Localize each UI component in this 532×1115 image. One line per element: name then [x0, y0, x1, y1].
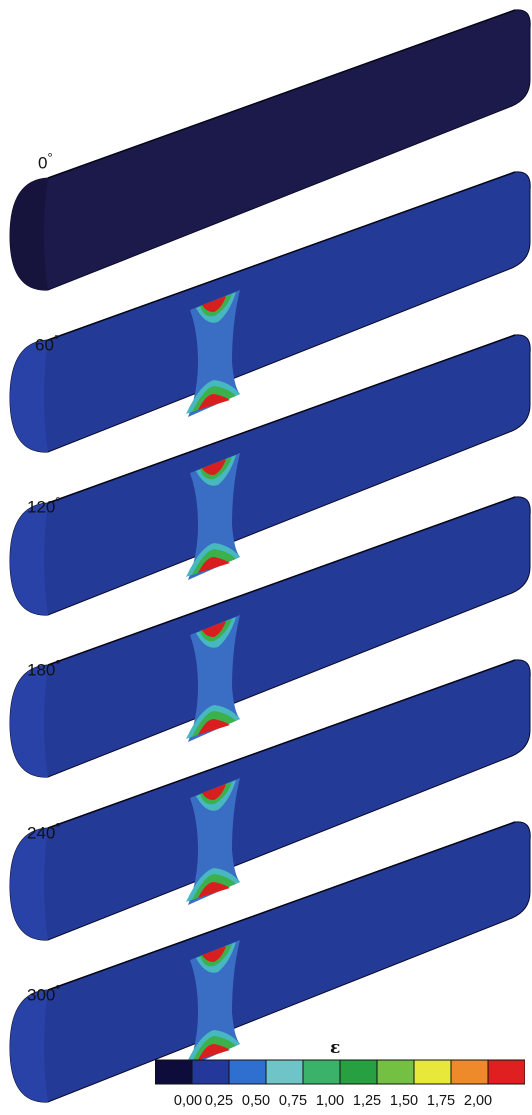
rod-4 — [9, 659, 531, 941]
strain-band — [186, 615, 240, 742]
angle-label-120: 120° — [27, 494, 61, 518]
legend-symbol: ε — [330, 1038, 341, 1058]
colorbar-tick-label: 1,25 — [352, 1093, 382, 1109]
band-top-red — [202, 296, 226, 312]
rod-edge — [47, 334, 516, 504]
rod-3 — [9, 496, 531, 778]
degree-symbol: ° — [55, 657, 61, 672]
rod-edge — [47, 496, 516, 666]
colorbar-tick-label: 0,50 — [241, 1093, 271, 1109]
strain-band — [186, 290, 240, 417]
colorbar-tick-label: 0,00 — [173, 1093, 203, 1109]
band-bottom-red — [198, 394, 230, 410]
degree-symbol: ° — [53, 332, 60, 347]
rod-end-cap — [10, 503, 48, 616]
band-bottom-red — [198, 719, 230, 735]
angle-value: 240 — [27, 823, 56, 843]
angle-value: 0 — [38, 153, 48, 173]
colorbar-tick-label: 1,75 — [426, 1093, 456, 1109]
rod-end-cap — [10, 990, 48, 1103]
angle-label-60: 60° — [35, 332, 59, 356]
band-top-red — [202, 946, 226, 962]
band-top-red — [202, 459, 226, 475]
colorbar-swatch — [191, 1059, 230, 1085]
colorbar — [155, 1059, 525, 1085]
colorbar-swatch — [302, 1059, 341, 1085]
strain-band — [186, 778, 240, 905]
degree-symbol: ° — [55, 820, 61, 835]
rod-edge — [47, 9, 516, 179]
colorbar-swatch — [339, 1059, 378, 1085]
rod-end-cap — [10, 665, 48, 778]
colorbar-swatch — [450, 1059, 489, 1085]
rod-end-cap — [10, 340, 48, 453]
angle-label-0: 0° — [38, 150, 53, 174]
colorbar-tick-label: 0,25 — [204, 1093, 234, 1109]
band-bottom-red — [198, 882, 230, 898]
strain-band — [186, 940, 240, 1067]
rod-end-cap — [10, 828, 48, 941]
rod-edge — [47, 821, 516, 991]
rod-0 — [9, 9, 531, 291]
colorbar-swatch — [228, 1059, 267, 1085]
rod-2 — [9, 334, 531, 616]
angle-value: 60 — [35, 335, 54, 355]
band-bottom-red — [198, 1044, 230, 1060]
colorbar-tick-label: 1,50 — [389, 1093, 419, 1109]
angle-value: 300 — [27, 985, 56, 1005]
band-top-red — [202, 621, 226, 637]
degree-symbol: ° — [55, 982, 61, 997]
degree-symbol: ° — [47, 150, 53, 165]
rod-edge — [47, 659, 516, 829]
colorbar-tick-label: 2,00 — [463, 1093, 493, 1109]
colorbar-swatch — [265, 1059, 304, 1085]
colorbar-swatch — [155, 1059, 193, 1085]
angle-label-240: 240° — [27, 820, 61, 844]
rod-edge — [47, 171, 516, 341]
degree-symbol: ° — [55, 494, 61, 509]
rod-end-cap — [10, 178, 48, 291]
rod-1 — [9, 171, 531, 453]
angle-label-300: 300° — [27, 982, 61, 1006]
colorbar-tick-label: 1,00 — [315, 1093, 345, 1109]
colorbar-swatch — [487, 1059, 525, 1085]
strain-band — [186, 453, 240, 580]
colorbar-swatch — [413, 1059, 452, 1085]
rod-5 — [9, 821, 531, 1103]
band-bottom-red — [198, 557, 230, 573]
colorbar-swatch — [376, 1059, 415, 1085]
band-top-red — [202, 784, 226, 800]
angle-label-180: 180° — [27, 657, 61, 681]
colorbar-tick-label: 0,75 — [278, 1093, 308, 1109]
angle-value: 120 — [27, 497, 56, 517]
angle-value: 180 — [27, 660, 56, 680]
